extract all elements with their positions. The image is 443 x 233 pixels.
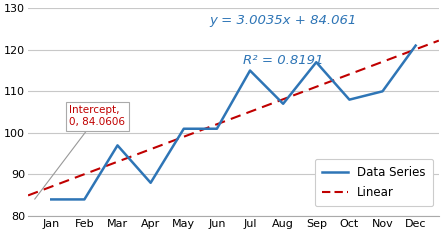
Text: Intercept,
0, 84.0606: Intercept, 0, 84.0606 [35, 106, 125, 199]
Text: y = 3.0035x + 84.061: y = 3.0035x + 84.061 [209, 14, 356, 27]
Legend: Data Series, Linear: Data Series, Linear [315, 159, 433, 206]
Text: R² = 0.8191: R² = 0.8191 [243, 54, 323, 67]
